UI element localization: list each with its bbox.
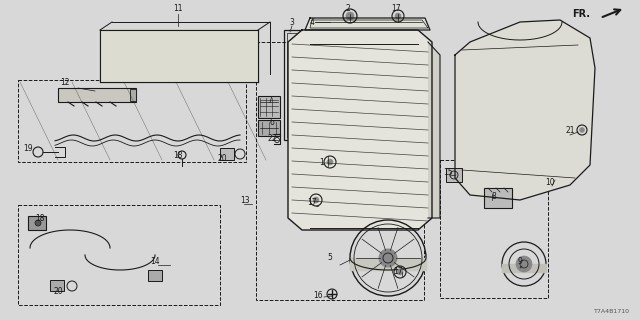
Bar bbox=[18, 80, 246, 162]
Text: 19: 19 bbox=[23, 143, 33, 153]
Circle shape bbox=[379, 249, 397, 267]
Bar bbox=[446, 168, 462, 182]
Text: 17: 17 bbox=[307, 197, 317, 206]
Text: 20: 20 bbox=[53, 287, 63, 297]
Text: T7A4B1710: T7A4B1710 bbox=[594, 309, 630, 314]
Polygon shape bbox=[305, 18, 430, 30]
Circle shape bbox=[579, 127, 584, 132]
Text: 11: 11 bbox=[173, 4, 183, 12]
Text: 18: 18 bbox=[173, 150, 183, 159]
Bar bbox=[58, 88, 136, 102]
Text: 5: 5 bbox=[328, 253, 332, 262]
Text: 9: 9 bbox=[518, 258, 522, 267]
Circle shape bbox=[395, 13, 401, 19]
Bar bbox=[440, 160, 548, 298]
Text: 1: 1 bbox=[319, 157, 324, 166]
Text: 15: 15 bbox=[443, 167, 453, 177]
Circle shape bbox=[397, 269, 403, 275]
Bar bbox=[484, 188, 512, 208]
Circle shape bbox=[346, 12, 354, 20]
Text: 10: 10 bbox=[545, 178, 555, 187]
Text: 2: 2 bbox=[346, 4, 350, 12]
FancyBboxPatch shape bbox=[100, 30, 258, 82]
Text: 13: 13 bbox=[240, 196, 250, 204]
Text: 16: 16 bbox=[313, 292, 323, 300]
Text: 6: 6 bbox=[269, 117, 275, 126]
Bar bbox=[148, 270, 162, 281]
Bar bbox=[284, 30, 302, 140]
Polygon shape bbox=[288, 30, 432, 230]
Circle shape bbox=[35, 220, 41, 226]
Bar bbox=[50, 280, 64, 291]
Polygon shape bbox=[455, 20, 595, 200]
Text: 17: 17 bbox=[393, 268, 403, 276]
Polygon shape bbox=[502, 264, 546, 272]
Text: 14: 14 bbox=[150, 258, 160, 267]
Text: 12: 12 bbox=[60, 77, 70, 86]
Text: 18: 18 bbox=[35, 213, 45, 222]
Text: 8: 8 bbox=[492, 191, 497, 201]
Circle shape bbox=[313, 197, 319, 203]
Polygon shape bbox=[428, 42, 440, 218]
Bar bbox=[28, 216, 46, 230]
Text: 20: 20 bbox=[217, 154, 227, 163]
Polygon shape bbox=[100, 30, 258, 82]
Text: 22: 22 bbox=[268, 133, 276, 142]
Text: 7: 7 bbox=[268, 95, 273, 105]
Circle shape bbox=[327, 159, 333, 165]
Bar bbox=[130, 89, 136, 101]
Bar bbox=[256, 42, 424, 300]
Text: 4: 4 bbox=[310, 18, 314, 27]
Bar bbox=[220, 148, 234, 160]
Text: 17: 17 bbox=[391, 4, 401, 12]
Polygon shape bbox=[350, 258, 426, 270]
Bar bbox=[18, 205, 220, 305]
Circle shape bbox=[516, 256, 532, 272]
Text: FR.: FR. bbox=[572, 9, 590, 19]
Text: 3: 3 bbox=[289, 18, 294, 27]
Bar bbox=[258, 120, 280, 136]
Bar bbox=[258, 96, 280, 118]
Text: 21: 21 bbox=[565, 125, 575, 134]
Bar bbox=[287, 33, 299, 137]
